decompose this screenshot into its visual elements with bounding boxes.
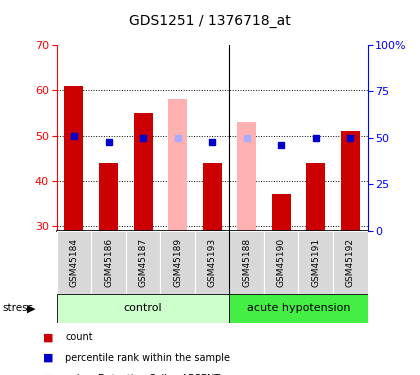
Bar [160, 231, 195, 294]
Text: ■: ■ [43, 374, 54, 375]
Text: control: control [124, 303, 163, 313]
Text: GSM45184: GSM45184 [69, 238, 79, 287]
Text: GDS1251 / 1376718_at: GDS1251 / 1376718_at [129, 13, 291, 28]
Bar [202, 163, 222, 231]
Text: percentile rank within the sample: percentile rank within the sample [65, 353, 230, 363]
Bar [229, 294, 368, 322]
Bar [229, 231, 264, 294]
Bar [57, 231, 91, 294]
Text: ▶: ▶ [27, 303, 36, 313]
Bar [341, 131, 360, 231]
Bar [57, 294, 229, 322]
Bar [195, 231, 229, 294]
Bar [134, 113, 152, 231]
Bar [264, 231, 299, 294]
Text: GSM45187: GSM45187 [139, 238, 147, 287]
Text: GSM45193: GSM45193 [207, 238, 217, 287]
Bar [333, 231, 368, 294]
Text: count: count [65, 333, 93, 342]
Text: ■: ■ [43, 333, 54, 342]
Text: GSM45189: GSM45189 [173, 238, 182, 287]
Text: value, Detection Call = ABSENT: value, Detection Call = ABSENT [65, 374, 220, 375]
Text: ■: ■ [43, 353, 54, 363]
Bar [272, 194, 291, 231]
Text: stress: stress [2, 303, 33, 313]
Bar [299, 231, 333, 294]
Bar [99, 163, 118, 231]
Text: acute hypotension: acute hypotension [247, 303, 350, 313]
Text: GSM45186: GSM45186 [104, 238, 113, 287]
Bar [237, 122, 256, 231]
Bar [65, 86, 84, 231]
Bar [91, 231, 126, 294]
Bar [126, 231, 160, 294]
Text: GSM45191: GSM45191 [311, 238, 320, 287]
Text: GSM45190: GSM45190 [277, 238, 286, 287]
Bar [168, 99, 187, 231]
Bar [306, 163, 325, 231]
Text: GSM45192: GSM45192 [346, 238, 355, 287]
Text: GSM45188: GSM45188 [242, 238, 251, 287]
